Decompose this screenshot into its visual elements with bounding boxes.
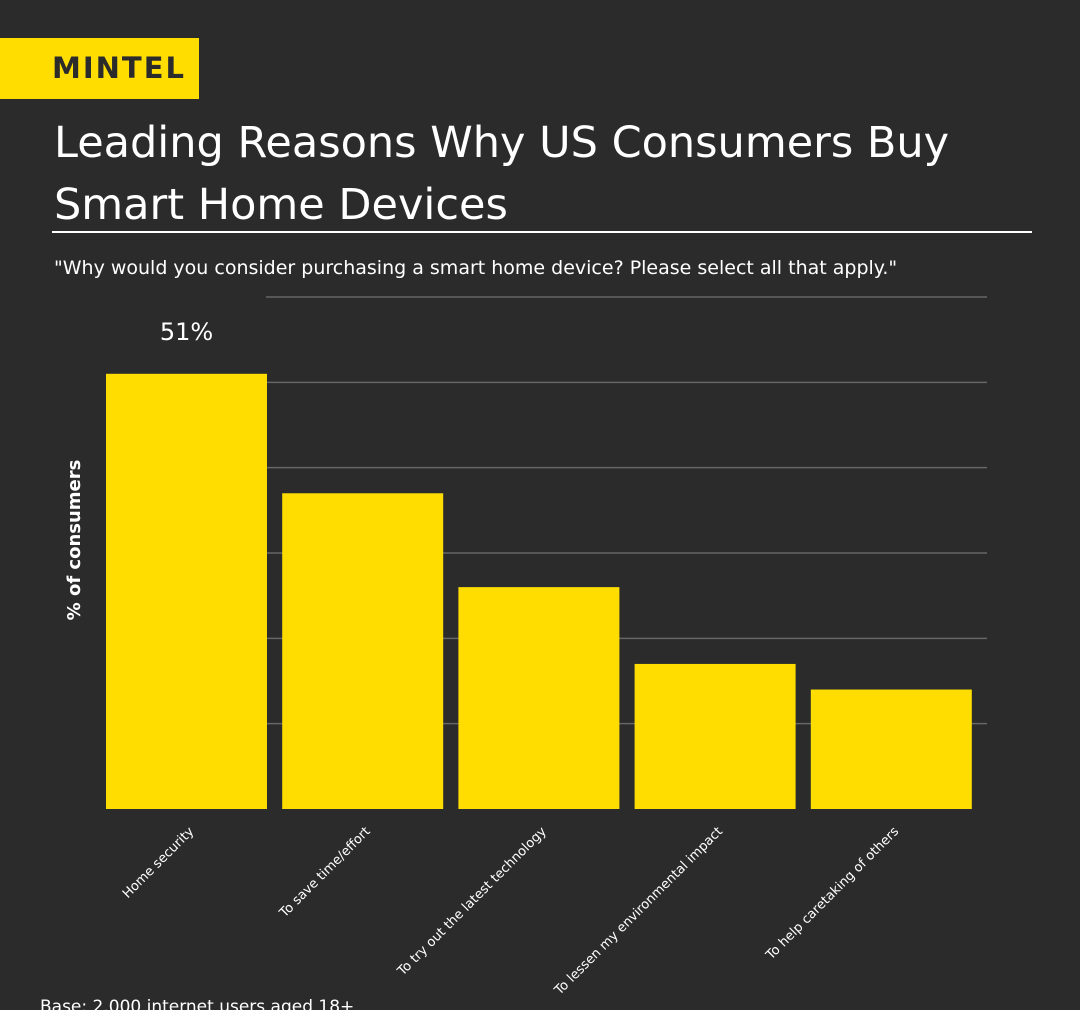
data-labels: 51%	[160, 318, 213, 346]
chart-subtitle: "Why would you consider purchasing a sma…	[54, 257, 898, 279]
logo-text: MINTEL	[52, 51, 186, 85]
chart-title: Leading Reasons Why US Consumers Buy Sma…	[54, 118, 950, 230]
bar-2	[282, 493, 444, 809]
bar-1	[106, 373, 267, 809]
bar-4	[634, 663, 796, 809]
bar-3	[458, 587, 620, 809]
bars	[106, 373, 972, 809]
bar-5	[810, 689, 972, 809]
base-note: Base: 2,000 internet users aged 18+	[40, 997, 355, 1010]
mintel-logo: MINTEL	[0, 38, 199, 99]
category-label-2: To save time/effort	[276, 824, 373, 921]
category-label-5: To help caretaking of others	[763, 824, 903, 964]
category-tick-labels: Home security To save time/effort To try o…	[120, 824, 902, 999]
category-label-4: To lessen my environmental impact	[551, 824, 726, 999]
category-label-1: Home security	[120, 824, 198, 902]
category-label-3: To try out the latest technology	[394, 824, 550, 980]
y-axis-label: % of consumers	[64, 460, 85, 621]
title-divider	[52, 231, 1032, 233]
data-label-1: 51%	[160, 318, 213, 346]
